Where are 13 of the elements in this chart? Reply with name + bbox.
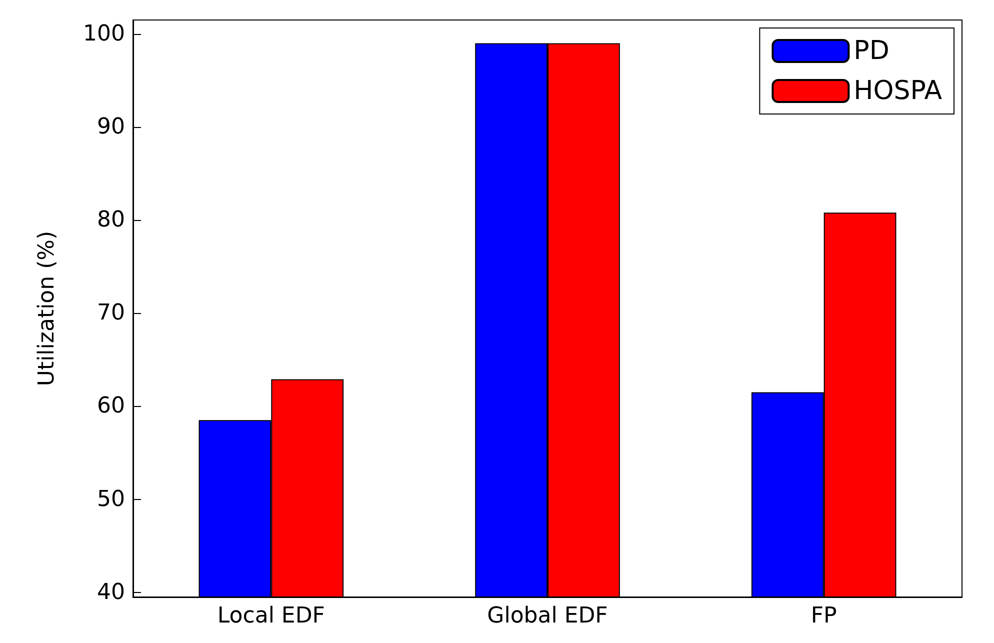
x-tick-label: Global EDF xyxy=(487,604,608,628)
y-tick-label: 60 xyxy=(97,394,125,419)
y-tick-label: 70 xyxy=(97,300,125,326)
x-tick-label: Local EDF xyxy=(217,604,325,628)
legend-label: PD xyxy=(854,36,890,66)
y-tick-label: 90 xyxy=(97,114,125,140)
y-tick-label: 50 xyxy=(97,486,125,512)
x-tick-label: FP xyxy=(810,604,837,628)
y-tick-label: 80 xyxy=(97,208,125,233)
y-axis-title: Utilization (%) xyxy=(34,230,60,386)
y-tick-label: 40 xyxy=(97,580,125,605)
legend-label: HOSPA xyxy=(854,76,942,106)
y-tick-label: 100 xyxy=(83,21,125,46)
